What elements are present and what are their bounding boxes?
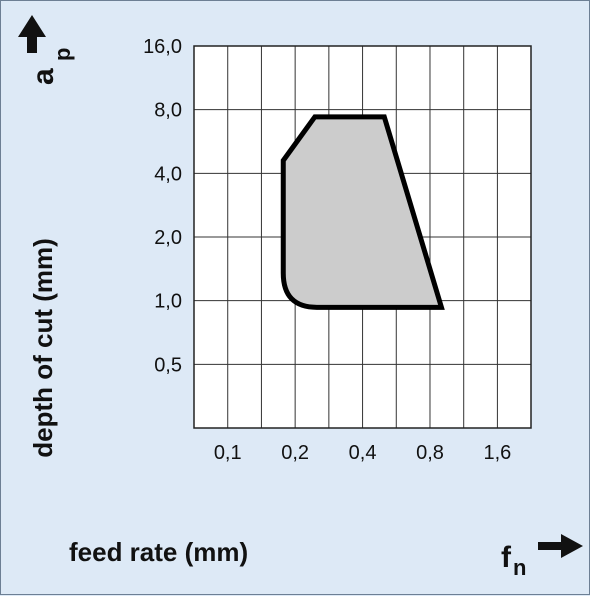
- x-axis-symbol: f: [501, 541, 512, 574]
- y-axis-symbol-subscript: p: [50, 48, 75, 61]
- arrow-up-icon: [18, 15, 46, 53]
- x-tick-label: 0,4: [349, 442, 377, 464]
- x-tick-label: 0,1: [214, 442, 242, 464]
- operating-region: [280, 114, 445, 310]
- x-tick-labels: 0,1 0,2 0,4 0,8 1,6: [214, 442, 511, 464]
- y-axis-symbol-group: a p: [18, 15, 75, 85]
- x-axis-symbol-group: f n: [501, 534, 583, 580]
- y-tick-label: 0,5: [154, 354, 182, 376]
- arrow-right-icon: [538, 534, 583, 558]
- y-tick-labels: 0,5 1,0 2,0 4,0 8,0 16,0: [143, 36, 182, 376]
- y-tick-label: 8,0: [154, 100, 182, 122]
- y-tick-label: 4,0: [154, 163, 182, 185]
- x-axis-symbol-subscript: n: [513, 555, 526, 580]
- y-axis-title: depth of cut (mm): [28, 238, 58, 458]
- plot-border: [193, 45, 532, 429]
- x-tick-label: 1,6: [484, 442, 512, 464]
- x-tick-label: 0,8: [416, 442, 444, 464]
- x-tick-label: 0,2: [281, 442, 309, 464]
- y-axis-symbol: a: [27, 68, 60, 85]
- y-tick-label: 2,0: [154, 227, 182, 249]
- y-tick-label: 16,0: [143, 36, 182, 58]
- y-tick-label: 1,0: [154, 291, 182, 313]
- x-axis-title: feed rate (mm): [69, 537, 248, 567]
